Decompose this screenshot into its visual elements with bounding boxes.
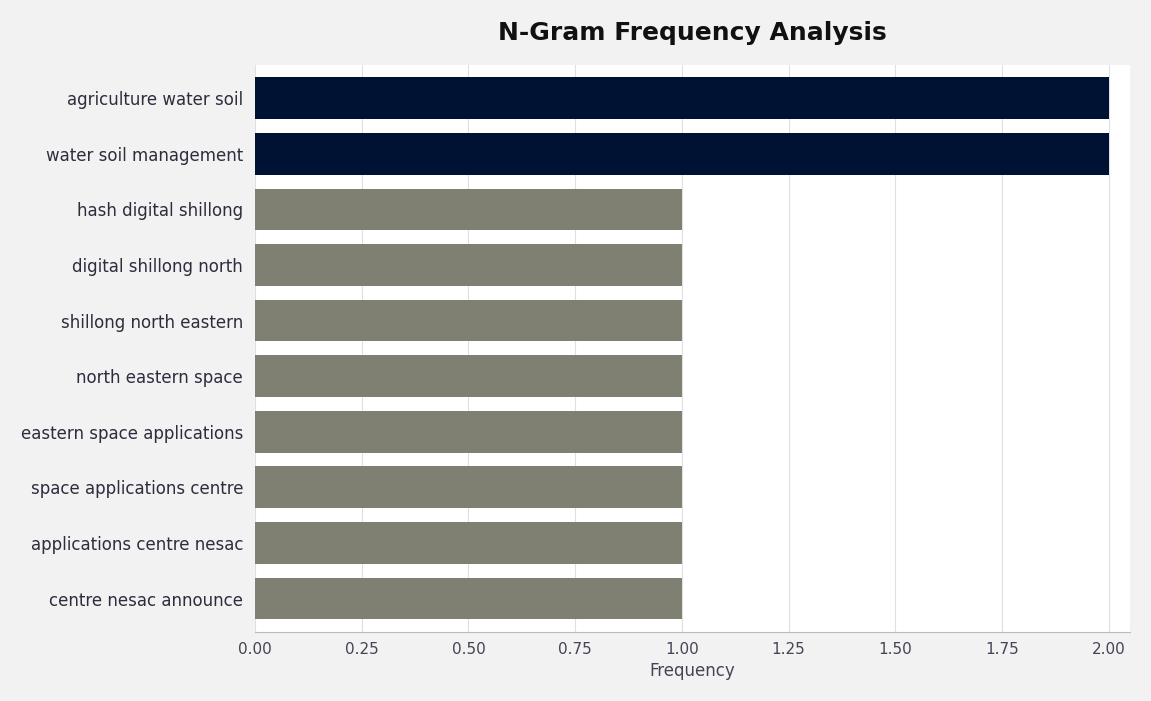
Bar [256, 133, 1108, 175]
Bar [256, 189, 681, 230]
Bar [256, 300, 681, 341]
X-axis label: Frequency: Frequency [649, 662, 735, 680]
Bar [256, 466, 681, 508]
Bar [256, 77, 1108, 119]
Bar [256, 411, 681, 453]
Bar [256, 244, 681, 286]
Title: N-Gram Frequency Analysis: N-Gram Frequency Analysis [498, 21, 887, 45]
Bar [256, 522, 681, 564]
Bar [256, 578, 681, 620]
Bar [256, 355, 681, 397]
